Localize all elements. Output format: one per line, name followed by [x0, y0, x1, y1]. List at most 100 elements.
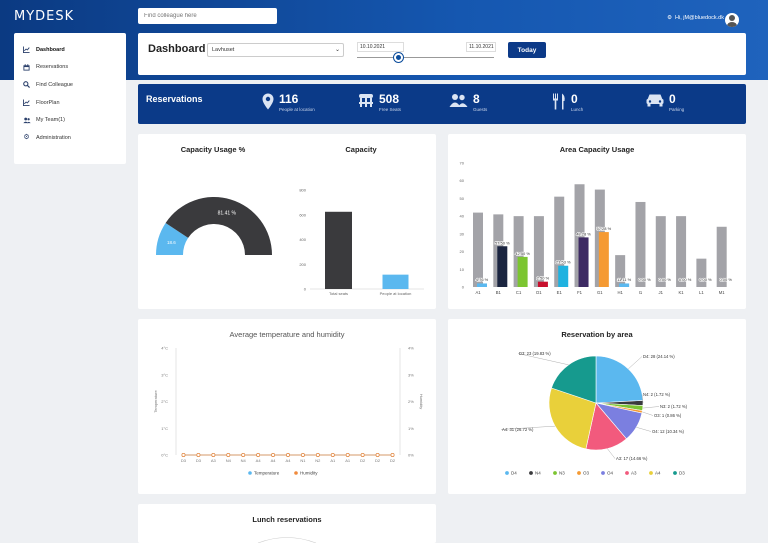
legend-marker	[529, 471, 533, 475]
date-from-field[interactable]: 10.10.2021	[357, 42, 404, 52]
area-capacity-bar	[513, 216, 524, 287]
x-tick-label: N4	[241, 458, 247, 463]
area-capacity-chart: 0 10 20 30 40 50 60 70 4.76 % A1 57.50 % B1 42.50 % C…	[460, 161, 733, 296]
avatar[interactable]	[725, 13, 739, 27]
label-leader	[500, 425, 556, 430]
date-slider-track[interactable]	[357, 57, 494, 58]
data-point	[271, 453, 276, 457]
area-capacity-bar	[676, 216, 687, 287]
chevron-down-icon: ⌄	[334, 47, 340, 53]
sidebar-item-my-team[interactable]: My Team(1)	[14, 111, 126, 129]
y-tick-label: 10	[460, 267, 465, 272]
label-leader	[642, 411, 654, 416]
gauge-slice-blue	[156, 223, 189, 255]
x-tick-label: D3	[196, 458, 202, 463]
stat-free-seats: 508 Free Seats	[358, 93, 401, 113]
x-tick-label: D1	[536, 290, 542, 295]
sidebar-item-reservations[interactable]: Reservations	[14, 59, 126, 77]
colleague-search-input[interactable]	[138, 8, 277, 24]
page-title: Dashboard	[148, 43, 206, 55]
pie-slice	[551, 355, 597, 404]
sidebar-item-label: Dashboard	[36, 46, 65, 53]
area-used-bar	[558, 265, 569, 287]
capacity-usage-title: Capacity Usage %	[180, 145, 246, 154]
reservation-area-chart: D4: 28 (24.14 %) N4: 2 (1.72 %) N3: 2 (1.7…	[500, 351, 688, 476]
area-used-bar	[497, 246, 508, 287]
gauge-value-label: 18.6	[167, 240, 176, 245]
legend-label: A4	[655, 471, 661, 476]
area-capacity-bar	[615, 255, 626, 287]
x-tick-label: F1	[577, 290, 583, 295]
sidebar-item-dashboard[interactable]: Dashboard	[14, 41, 126, 59]
date-slider-handle[interactable]	[393, 53, 403, 62]
legend-marker	[505, 471, 509, 475]
gauge-slice-dark	[165, 196, 272, 255]
chart-line-icon	[23, 99, 30, 107]
y-tick-label: 1%	[408, 426, 414, 431]
legend-label: D3	[679, 471, 685, 476]
stat-label: Parking	[669, 107, 685, 112]
stat-label: Lunch	[571, 107, 584, 112]
legend-label: A3	[631, 471, 637, 476]
location-select[interactable]: Lavhuset ⌄	[207, 43, 344, 57]
legend-marker	[673, 471, 677, 475]
stat-label: People at location	[279, 107, 315, 112]
x-tick-label: N4	[226, 458, 232, 463]
sidebar-item-floorplan[interactable]: FloorPlan	[14, 94, 126, 112]
data-point	[375, 453, 380, 457]
area-used-bar	[578, 237, 589, 287]
data-label: 0.00 %	[679, 277, 692, 282]
x-tick-label: People at location	[380, 291, 412, 296]
slice-label: N3: 2 (1.72 %)	[660, 404, 688, 409]
legend-label: Temperature	[254, 471, 280, 476]
x-tick-label: A1	[330, 458, 336, 463]
area-capacity-bar	[655, 216, 666, 287]
dashboard-toolbar: Dashboard Lavhuset ⌄ 10.10.2021 11.10.20…	[138, 33, 746, 75]
seat-icon	[358, 93, 374, 113]
today-button[interactable]: Today	[508, 42, 546, 58]
data-label: 0.00 %	[719, 277, 732, 282]
data-point	[330, 453, 335, 457]
y-tick-label: 3%	[408, 372, 414, 377]
legend-label: O4	[607, 471, 614, 476]
data-label: 57.28 %	[597, 226, 612, 231]
x-tick-label: L1	[699, 290, 704, 295]
data-label: 42.50 %	[515, 251, 530, 256]
car-icon	[646, 93, 664, 112]
label-leader	[607, 448, 616, 459]
lunch-title: Lunch reservations	[252, 515, 322, 524]
label-leader	[517, 353, 569, 366]
gear-icon[interactable]: ⚙	[667, 15, 672, 21]
data-point	[390, 453, 395, 457]
area-capacity-bar	[635, 201, 646, 287]
stat-value: 0	[669, 92, 676, 106]
area-capacity-bar	[716, 226, 727, 287]
capacity-bar	[325, 211, 352, 289]
x-tick-label: G1	[597, 290, 603, 295]
user-menu[interactable]: ⚙ Hi, jM@bluedock.dk	[667, 15, 724, 21]
sidebar-item-find-colleague[interactable]: Find Colleague	[14, 76, 126, 94]
stat-value: 116	[279, 92, 299, 106]
x-tick-label: A4	[256, 458, 262, 463]
stat-value: 8	[473, 92, 480, 106]
data-label: 2.50 %	[537, 276, 550, 281]
temperature-card: Average temperature and humidity 0°C 0% 1°…	[138, 319, 436, 494]
y-tick-label: 60	[460, 178, 465, 183]
x-tick-label: B1	[496, 290, 502, 295]
sidebar-item-administration[interactable]: ⚙ Administration	[14, 129, 126, 147]
y-tick-label: 400	[299, 237, 306, 242]
legend-marker	[553, 471, 557, 475]
data-point	[286, 453, 290, 457]
date-to-field[interactable]: 11.10.2021	[466, 42, 496, 52]
capacity-charts: 81.41 % 18.6 0 200 400 600 800 Total seats Peop…	[156, 188, 424, 296]
capacity-bar	[382, 274, 409, 289]
legend-marker	[625, 471, 629, 475]
sidebar: Dashboard Reservations Find Colleague Fl…	[14, 33, 126, 164]
x-tick-label: H1	[617, 290, 623, 295]
data-label: 0.00 %	[638, 277, 651, 282]
x-tick-label: D2	[360, 458, 366, 463]
y-tick-label: 50	[460, 196, 465, 201]
data-point	[360, 453, 365, 457]
reservation-area-card: Reservation by area D4: 28 (24.14 %) N4: …	[448, 319, 746, 494]
data-label: 23.53 %	[556, 260, 571, 265]
